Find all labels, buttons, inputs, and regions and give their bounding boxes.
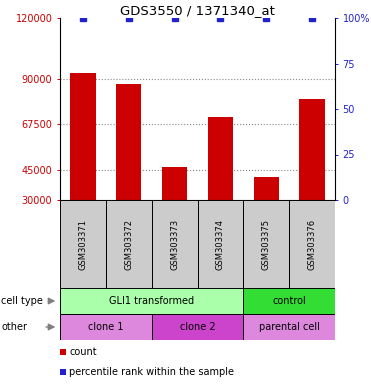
Bar [106, 200, 152, 288]
Bar [162, 167, 187, 200]
Text: cell type: cell type [1, 296, 43, 306]
Text: count: count [69, 347, 96, 358]
Text: clone 1: clone 1 [88, 322, 124, 332]
Bar [70, 73, 95, 200]
Text: GSM303374: GSM303374 [216, 218, 225, 270]
Text: GSM303373: GSM303373 [170, 218, 179, 270]
Bar [243, 314, 335, 340]
Bar [197, 200, 243, 288]
Bar [243, 200, 289, 288]
Bar [299, 99, 325, 200]
Text: GSM303375: GSM303375 [262, 218, 271, 270]
Bar [254, 177, 279, 200]
Bar [116, 84, 141, 200]
Bar [60, 369, 66, 375]
Text: percentile rank within the sample: percentile rank within the sample [69, 367, 234, 377]
Text: other: other [1, 322, 27, 332]
Bar [243, 288, 335, 314]
Text: clone 2: clone 2 [180, 322, 215, 332]
Text: GLI1 transformed: GLI1 transformed [109, 296, 194, 306]
Text: control: control [272, 296, 306, 306]
Bar [60, 349, 66, 355]
Title: GDS3550 / 1371340_at: GDS3550 / 1371340_at [120, 4, 275, 17]
Bar [60, 314, 152, 340]
Text: GSM303371: GSM303371 [78, 218, 88, 270]
Bar [60, 288, 243, 314]
Bar [208, 117, 233, 200]
Bar [60, 200, 106, 288]
Bar [152, 314, 243, 340]
Text: parental cell: parental cell [259, 322, 319, 332]
Bar [152, 200, 197, 288]
Bar [289, 200, 335, 288]
Text: GSM303372: GSM303372 [124, 218, 133, 270]
Text: GSM303376: GSM303376 [308, 218, 316, 270]
